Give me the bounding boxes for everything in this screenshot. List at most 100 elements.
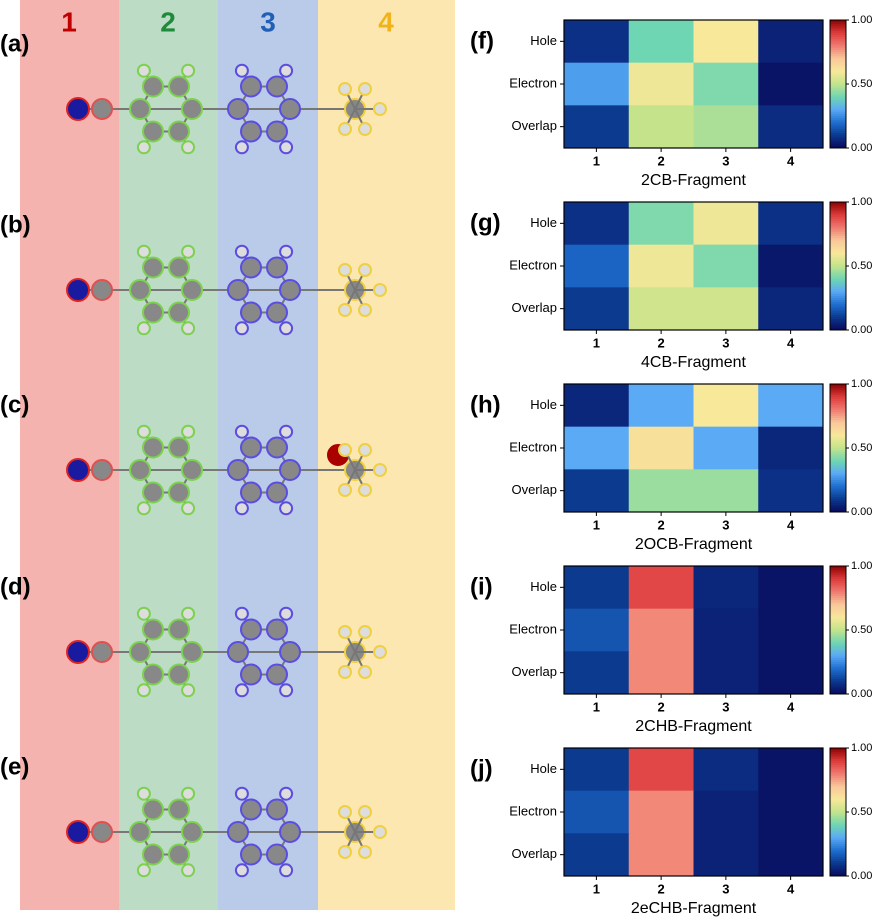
x-tick-label: 1 xyxy=(593,517,600,532)
colorbar-swatch xyxy=(830,396,846,400)
atom xyxy=(279,606,294,621)
colorbar-swatch xyxy=(830,394,846,398)
colorbar-swatch xyxy=(830,64,846,68)
colorbar-swatch xyxy=(830,98,846,102)
atom xyxy=(168,481,190,504)
colorbar-swatch xyxy=(830,426,846,430)
colorbar-swatch xyxy=(830,848,846,851)
colorbar-swatch xyxy=(830,92,846,96)
colorbar-swatch xyxy=(830,617,846,620)
colorbar-swatch xyxy=(830,141,846,145)
x-tick-label: 4 xyxy=(787,699,795,714)
colorbar-swatch xyxy=(830,647,846,650)
atom xyxy=(168,301,190,324)
colorbar-tick-label: 0.00 xyxy=(851,324,872,336)
colorbar-swatch xyxy=(830,762,846,766)
atom xyxy=(129,821,151,843)
atom xyxy=(142,301,164,324)
x-tick-label: 1 xyxy=(593,699,600,714)
atom xyxy=(240,618,262,641)
atom xyxy=(234,863,249,878)
colorbar-swatch xyxy=(830,465,846,468)
atom xyxy=(240,843,262,866)
heatmap-cell xyxy=(758,426,824,470)
colorbar-swatch xyxy=(830,266,846,269)
colorbar-swatch xyxy=(830,86,846,89)
colorbar-swatch xyxy=(830,409,846,413)
colorbar-swatch xyxy=(830,300,846,303)
heatmap-cell xyxy=(628,566,694,610)
colorbar-swatch xyxy=(830,841,846,845)
colorbar-swatch xyxy=(830,323,846,327)
atom xyxy=(279,459,301,481)
colorbar-swatch xyxy=(830,437,846,440)
atom xyxy=(136,683,151,698)
heatmap-cell xyxy=(693,651,759,695)
colorbar-swatch xyxy=(830,225,846,229)
atom xyxy=(168,843,190,866)
atom xyxy=(181,244,196,259)
colorbar-swatch xyxy=(830,460,846,464)
heatmap-cell xyxy=(628,608,694,652)
colorbar-tick-label: 0.50 xyxy=(851,260,872,272)
colorbar-swatch xyxy=(830,683,846,686)
colorbar-swatch xyxy=(830,52,846,55)
colorbar-swatch xyxy=(830,107,846,111)
colorbar-swatch xyxy=(830,73,846,76)
colorbar-swatch xyxy=(830,109,846,113)
colorbar-swatch xyxy=(830,760,846,764)
atom xyxy=(266,663,288,686)
colorbar-swatch xyxy=(830,124,846,128)
panel-label: (d) xyxy=(0,573,31,600)
colorbar-swatch xyxy=(830,103,846,106)
heatmap-cell xyxy=(628,62,694,106)
fragment-label: 3 xyxy=(260,6,276,37)
atom xyxy=(338,805,352,819)
colorbar-swatch xyxy=(830,644,846,648)
colorbar-swatch xyxy=(830,270,846,273)
colorbar-swatch xyxy=(830,612,846,616)
atom xyxy=(338,443,352,457)
atom xyxy=(142,663,164,686)
colorbar-swatch xyxy=(830,480,846,483)
colorbar-swatch xyxy=(830,505,846,509)
colorbar-swatch xyxy=(830,748,846,751)
colorbar-swatch xyxy=(830,602,846,605)
colorbar-swatch xyxy=(830,435,846,438)
atom xyxy=(136,863,151,878)
colorbar-swatch xyxy=(830,587,846,590)
heatmap-cell xyxy=(758,790,824,834)
atom xyxy=(338,122,352,136)
heatmap-cell xyxy=(564,20,630,64)
atom xyxy=(181,98,203,120)
colorbar-swatch xyxy=(830,246,846,250)
colorbar-swatch xyxy=(830,135,846,138)
atom xyxy=(358,443,372,457)
atom xyxy=(234,244,249,259)
colorbar-swatch xyxy=(830,503,846,507)
heatmap-cell xyxy=(693,62,759,106)
colorbar-swatch xyxy=(830,672,846,676)
atom xyxy=(338,845,352,859)
y-tick-label: Overlap xyxy=(511,664,557,679)
colorbar-swatch xyxy=(830,777,846,781)
colorbar-swatch xyxy=(830,77,846,81)
colorbar-swatch xyxy=(830,111,846,115)
colorbar-swatch xyxy=(830,298,846,301)
colorbar-swatch xyxy=(830,116,846,119)
y-tick-label: Hole xyxy=(530,579,557,594)
atom xyxy=(91,459,113,481)
heatmap-cell xyxy=(564,833,630,877)
colorbar-swatch xyxy=(830,767,846,770)
heatmap-cell xyxy=(758,105,824,149)
heatmap-cell xyxy=(564,287,630,331)
colorbar-swatch xyxy=(830,752,846,755)
atom xyxy=(338,263,352,277)
colorbar-swatch xyxy=(830,784,846,787)
colorbar-swatch xyxy=(830,835,846,839)
colorbar-swatch xyxy=(830,47,846,51)
colorbar-swatch xyxy=(830,418,846,421)
colorbar-swatch xyxy=(830,306,846,310)
atom xyxy=(279,786,294,801)
atom xyxy=(168,256,190,279)
